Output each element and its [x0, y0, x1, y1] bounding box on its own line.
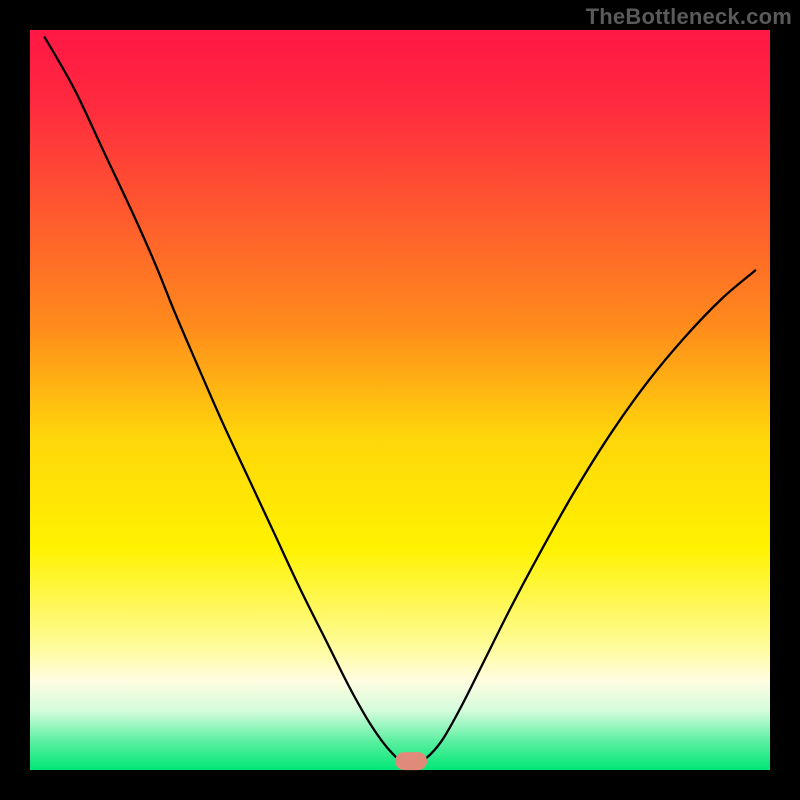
chart-container: { "watermark": "TheBottleneck.com", "wat… [0, 0, 800, 800]
gradient-background [30, 30, 770, 770]
watermark-text: TheBottleneck.com [586, 4, 792, 30]
optimal-marker [395, 752, 427, 770]
bottleneck-chart [0, 0, 800, 800]
